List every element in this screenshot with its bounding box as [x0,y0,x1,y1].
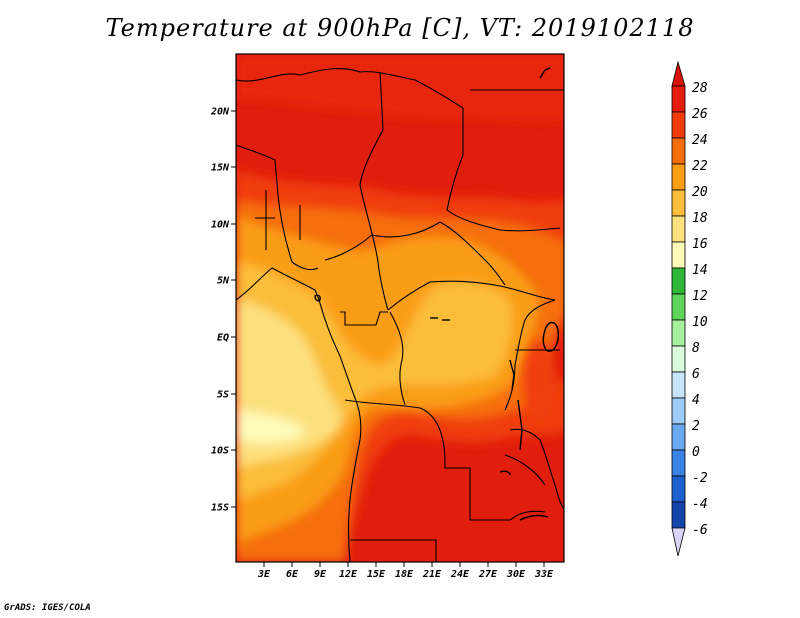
colorbar-label: 28 [692,81,708,96]
lakes-and-islands [314,67,560,521]
lat-axis: 20N 15N 10N 5N EQ 5S 10S 15S [210,107,236,514]
colorbar-label: 4 [692,393,700,408]
lon-tick-label: 12E [339,569,358,580]
colorbar: 28 26 24 22 20 18 16 14 12 10 8 6 4 2 0 … [671,60,708,557]
colorbar-label: 22 [692,159,708,174]
lon-tick-label: 24E [450,569,470,580]
colorbar-label: -2 [692,471,708,486]
colorbar-swatch [671,111,686,139]
colorbar-label: 8 [692,341,700,356]
colorbar-swatch [671,501,686,529]
lon-tick-label: 18E [395,569,414,580]
colorbar-swatch [671,215,686,243]
lat-tick-label: 10S [211,446,229,457]
band-16 [236,410,304,443]
colorbar-label: -6 [692,523,708,538]
lon-tick-label: 15E [367,569,386,580]
colorbar-label: 16 [692,237,708,252]
colorbar-swatch [671,163,686,191]
temperature-field [236,54,564,562]
map-frame [235,53,565,563]
colorbar-swatch [671,449,686,477]
lon-tick-label: 33E [534,569,554,580]
colorbar-swatch [671,293,686,321]
colorbar-label: 20 [692,185,708,200]
lat-tick-label: 5N [217,276,230,287]
colorbar-label: 2 [692,419,700,434]
colorbar-label: 14 [692,263,708,278]
colorbar-label: 12 [692,289,708,304]
colorbar-label: 10 [692,315,708,330]
colorbar-label: -4 [692,497,708,512]
colorbar-swatch [671,137,686,165]
colorbar-swatch [671,241,686,269]
colorbar-label: 26 [692,107,708,122]
lon-tick-label: 27E [478,569,498,580]
colorbar-swatch [671,85,686,113]
colorbar-swatch [671,397,686,425]
colorbar-label: 0 [692,445,700,460]
colorbar-label: 24 [692,133,708,148]
colorbar-swatch [671,189,686,217]
colorbar-top-cap [671,60,686,87]
lon-tick-label: 3E [257,569,271,580]
colorbar-swatch [671,423,686,451]
colorbar-swatch [671,475,686,503]
lon-tick-label: 9E [314,569,327,580]
colorbar-label: 18 [692,211,708,226]
lat-tick-label: 5S [217,390,229,401]
lat-tick-label: 10N [211,220,230,231]
colorbar-swatch [671,267,686,295]
colorbar-label: 6 [692,367,700,382]
lon-tick-label: 6E [286,569,299,580]
lat-tick-label: EQ [217,333,229,344]
colorbar-bottom-cap [671,527,686,557]
colorbar-swatch [671,319,686,347]
lon-tick-label: 30E [506,569,526,580]
grads-credit: GrADS: IGES/COLA [4,603,91,613]
lon-tick-label: 21E [422,569,442,580]
lon-axis: 3E 6E 9E 12E 15E 18E 21E 24E 27E 30E 33E [257,562,554,580]
hot-lake-victoria [524,340,556,420]
lat-tick-label: 15N [211,163,230,174]
colorbar-swatch [671,345,686,373]
chart-title: Temperature at 900hPa [C], VT: 201910211… [105,14,695,42]
colorbar-swatch [671,371,686,399]
lat-tick-label: 20N [210,107,230,118]
lat-tick-label: 15S [211,503,229,514]
